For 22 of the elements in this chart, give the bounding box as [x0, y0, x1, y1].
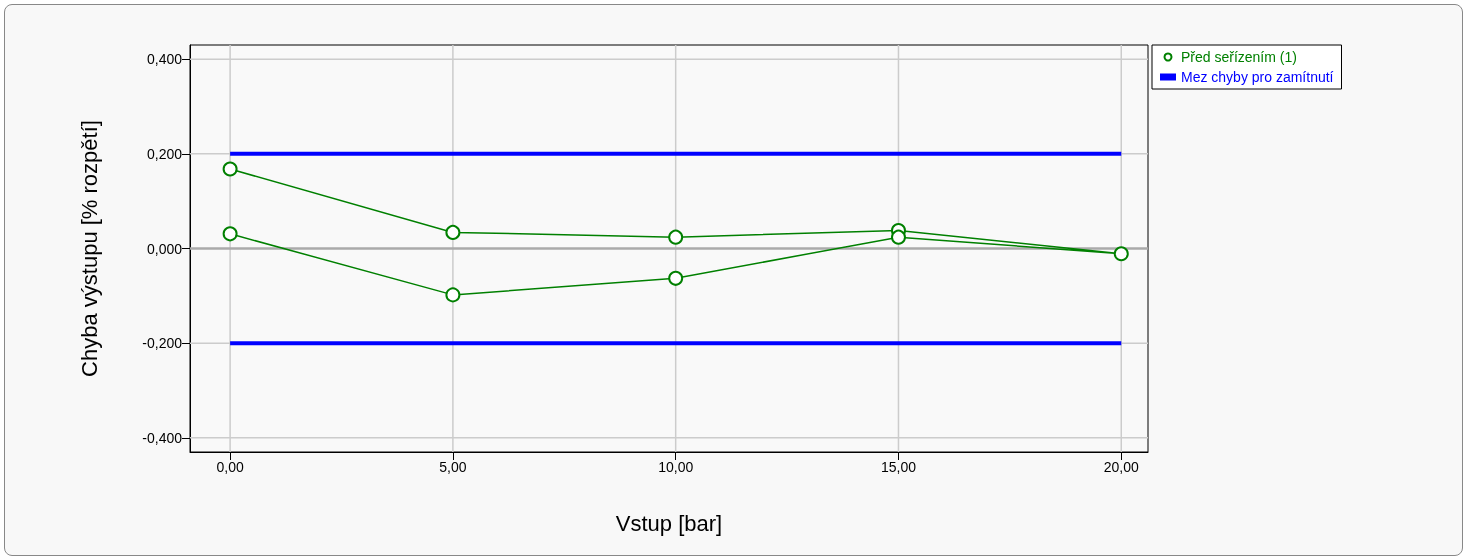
- x-tick-label: 0,00: [216, 459, 244, 475]
- legend-label: Před seřízením (1): [1181, 49, 1297, 65]
- point: [890, 229, 906, 245]
- y-tick-label: -0,200: [142, 335, 183, 352]
- y-tick-label: 0,200: [146, 145, 183, 162]
- x-tick-label: 10,00: [658, 459, 694, 475]
- x-tick-label: 5,00: [439, 459, 467, 475]
- legend-label: Mez chyby pro zamítnutí: [1181, 69, 1334, 85]
- y-axis-title: Chyba výstupu [% rozpětí]: [76, 120, 102, 377]
- point: [1113, 246, 1129, 262]
- point: [222, 226, 238, 242]
- point: [668, 229, 684, 245]
- point: [445, 287, 461, 303]
- point: [668, 270, 684, 286]
- point: [222, 161, 238, 177]
- x-tick-label: 20,00: [1103, 459, 1139, 475]
- point: [445, 224, 461, 240]
- y-tick-label: 0,000: [146, 240, 183, 257]
- y-tick-label: 0,400: [146, 51, 183, 68]
- y-tick-label: -0,400: [142, 429, 183, 446]
- x-axis-title: Vstup [bar]: [615, 510, 723, 536]
- x-tick-label: 15,00: [880, 459, 917, 475]
